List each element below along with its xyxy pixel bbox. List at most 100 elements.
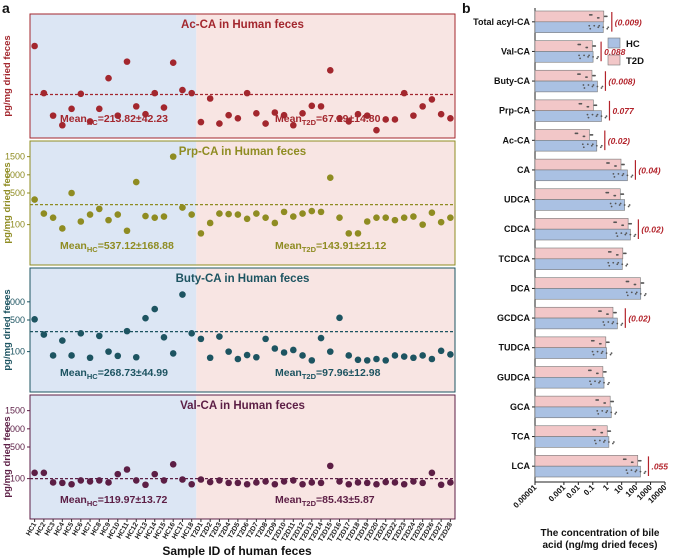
data-point [160, 104, 168, 111]
data-point [354, 356, 362, 364]
data-point [437, 481, 445, 489]
sample-dot [611, 322, 614, 325]
sample-dot [639, 470, 642, 473]
x-tick-label: 0.01 [564, 483, 582, 501]
hc-bar [534, 317, 618, 330]
data-point [234, 211, 242, 218]
sample-dot [610, 352, 613, 354]
mean-t2d-subscript: T2D [302, 372, 317, 381]
sample-dot [599, 380, 601, 383]
sample-dot [634, 283, 637, 286]
data-point [77, 218, 85, 225]
hc-bar [534, 465, 641, 478]
t2d-bar [534, 366, 604, 378]
data-point [216, 333, 223, 340]
data-point [188, 89, 195, 97]
data-point [49, 479, 57, 486]
sample-dot [624, 252, 627, 255]
data-point [188, 480, 195, 488]
data-point [234, 479, 242, 487]
data-point [132, 353, 140, 361]
sample-dot [581, 143, 584, 146]
data-point [179, 204, 186, 211]
data-point [410, 112, 417, 119]
sample-dot [606, 409, 609, 412]
sample-dot [592, 55, 594, 58]
data-point [160, 213, 168, 220]
y-axis-label: pg/mg dried feces [2, 162, 13, 243]
sample-dot [635, 291, 638, 294]
sample-dot [605, 15, 608, 18]
category-label: LCA [512, 461, 531, 471]
sample-dot [593, 24, 596, 27]
sample-dot [598, 381, 600, 384]
sample-dot [628, 204, 631, 206]
data-point [188, 330, 195, 337]
panel-title: Prp-CA in Human feces [179, 146, 306, 158]
data-point [345, 118, 353, 125]
data-point [68, 480, 75, 488]
x-tick-labels: HC1HC2HC3HC4HC5HC6HC7HC8HC9HC10HC11HC12H… [25, 519, 454, 543]
data-point [299, 352, 306, 359]
x-tick-label: 0.1 [582, 483, 597, 498]
sample-dot [617, 261, 620, 264]
sample-dot [607, 341, 610, 344]
bar-group: GCA [510, 395, 618, 419]
data-point [132, 477, 140, 484]
bar-group: TUDCA [499, 336, 613, 359]
data-point [86, 118, 94, 125]
t2d-bar [534, 425, 608, 437]
data-point [234, 355, 242, 363]
sample-dot [586, 46, 589, 49]
sample-dot [607, 191, 610, 194]
hc-bar [534, 228, 631, 241]
sample-dot [613, 175, 616, 178]
data-point [308, 102, 316, 110]
hc-bar [534, 436, 610, 448]
mean-t2d-text: MeanT2D=143.91±21.12 [275, 240, 386, 254]
sample-dot [635, 469, 638, 471]
p-value: 0.088 [604, 47, 626, 57]
data-point [188, 211, 195, 218]
p-value: (0.008) [608, 77, 635, 87]
data-point [410, 213, 417, 220]
data-point [262, 214, 269, 221]
sample-dot [630, 175, 633, 178]
data-point [234, 114, 242, 122]
sample-dot [599, 146, 602, 149]
category-label: Ac-CA [502, 135, 530, 145]
sample-dot [587, 105, 590, 108]
sample-dot [592, 353, 595, 356]
sample-dot [604, 371, 607, 373]
y-tick-label: 1500 [5, 406, 25, 416]
data-point [437, 218, 445, 226]
sample-dot [579, 73, 581, 76]
sample-dot [587, 55, 589, 58]
data-point [363, 357, 371, 364]
data-point [142, 110, 149, 118]
mean-t2d-subscript: T2D [302, 499, 317, 508]
mean-hc-text: MeanHC=268.73±44.99 [60, 367, 168, 381]
y-tick-label: 500 [10, 188, 25, 198]
category-label: UDCA [504, 195, 530, 205]
data-point [142, 481, 149, 489]
sample-dot [630, 469, 633, 471]
data-point [169, 59, 177, 67]
data-point [400, 89, 408, 97]
sample-dot [644, 470, 647, 473]
bar-group: GCDCA (0.02) [497, 306, 651, 330]
sample-dot [594, 380, 596, 383]
hc-bar [534, 377, 605, 389]
sample-dot [627, 280, 630, 283]
sample-dot [597, 17, 600, 19]
data-point [419, 221, 426, 228]
data-point [336, 214, 343, 221]
sample-dot [598, 439, 601, 442]
p-value: (0.02) [608, 136, 630, 146]
sample-dot [596, 409, 599, 412]
sample-dot [582, 84, 585, 86]
category-label: CDCA [504, 224, 530, 234]
data-point [169, 350, 177, 357]
sample-dot [630, 222, 633, 225]
bar-group: Total acyl-CA (0.009) [473, 10, 642, 33]
